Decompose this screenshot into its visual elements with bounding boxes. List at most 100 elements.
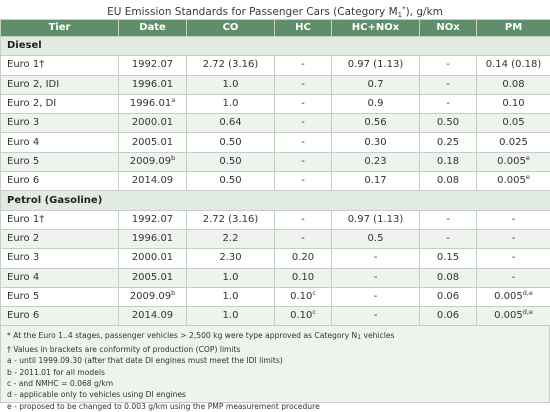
hc-nox-cell-value: 0.97 (1.13) [348,59,404,70]
hc-nox-cell: 0.97 (1.13) [332,210,420,229]
footnote-e: e - proposed to be changed to 0.003 g/km… [7,401,543,412]
date-cell-value: 1996.01 [132,79,173,90]
nox-cell-value: - [446,233,450,244]
hc-nox-cell: - [332,268,420,287]
tier-cell: Euro 2, IDI [1,75,119,94]
co-cell-value: 0.50 [219,156,241,167]
co-cell: 1.0 [187,268,275,287]
hc-cell-value: - [301,79,305,90]
emission-table: Tier Date CO HC HC+NOx NOx PM Diesel Euro… [0,19,550,326]
date-cell: 2005.01 [119,133,187,152]
hc-cell-value: - [301,214,305,225]
hc-cell-value: - [301,156,305,167]
hc-nox-cell-value: 0.9 [368,98,384,109]
date-cell-value: 2005.01 [132,272,173,283]
header-row: Tier Date CO HC HC+NOx NOx PM [1,20,550,37]
hc-nox-cell: - [332,287,420,306]
date-cell-value: 1996.01 [130,98,171,109]
date-cell-footnote-mark: b [171,154,175,162]
hc-nox-cell-value: - [374,291,378,302]
title-prefix: EU Emission Standards for Passenger Cars… [107,6,398,18]
emission-standards-panel: EU Emission Standards for Passenger Cars… [0,0,550,401]
title-suffix: ), g/km [406,6,443,18]
hc-cell-footnote-mark: c [312,289,316,297]
pm-cell-value: 0.025 [499,137,528,148]
nox-cell-value: - [446,79,450,90]
date-cell-value: 2009.09 [130,291,171,302]
column-header-hc: HC [275,20,332,37]
tier-cell: Euro 2, DI [1,94,119,113]
pm-cell: 0.005d,e [477,287,550,306]
footnote-c: c - and NMHC = 0.068 g/km [7,378,543,389]
co-cell: 0.50 [187,172,275,191]
co-cell-value: 1.0 [223,98,239,109]
pm-cell: - [477,210,550,229]
hc-cell-value: - [301,137,305,148]
nox-cell-value: 0.06 [437,291,459,302]
pm-cell-footnote-mark: e [526,154,530,162]
nox-cell: - [420,94,477,113]
section-heading: Petrol (Gasoline) [1,191,550,210]
hc-nox-cell: 0.23 [332,152,420,171]
pm-cell: 0.10 [477,94,550,113]
tier-cell-value: Euro 6 [7,175,39,186]
pm-cell: 0.005d,e [477,307,550,326]
date-cell-footnote-mark: b [171,289,175,297]
hc-cell: - [275,114,332,133]
hc-nox-cell: 0.5 [332,229,420,248]
section-heading: Diesel [1,37,550,56]
hc-cell: - [275,75,332,94]
footnote-d: d - applicable only to vehicles using DI… [7,389,543,400]
co-cell: 0.50 [187,133,275,152]
pm-cell-footnote-mark: d,e [523,308,533,316]
nox-cell: - [420,75,477,94]
pm-cell-value: 0.005 [494,310,523,321]
footnote-star-suffix: vehicles [361,331,394,340]
date-cell-value: 1992.07 [132,214,173,225]
hc-nox-cell-value: - [374,272,378,283]
nox-cell-value: - [446,59,450,70]
column-header-nox: NOx [420,20,477,37]
date-cell: 2000.01 [119,249,187,268]
pm-cell-footnote-mark: e [526,173,530,181]
co-cell: 1.0 [187,94,275,113]
pm-cell: - [477,268,550,287]
tier-cell: Euro 3 [1,249,119,268]
co-cell: 2.30 [187,249,275,268]
date-cell: 1992.07 [119,56,187,75]
hc-cell: 0.10 [275,268,332,287]
tier-cell-value: Euro 5 [7,156,39,167]
nox-cell-value: 0.25 [437,137,459,148]
hc-nox-cell: 0.7 [332,75,420,94]
nox-cell: 0.06 [420,287,477,306]
tier-cell-value: Euro 1† [7,59,44,70]
nox-cell: - [420,56,477,75]
date-cell-value: 2014.09 [132,175,173,186]
hc-cell: 0.20 [275,249,332,268]
pm-cell-value: 0.005 [497,156,526,167]
nox-cell: - [420,229,477,248]
pm-cell-value: 0.10 [502,98,524,109]
hc-cell: - [275,172,332,191]
tier-cell: Euro 6 [1,307,119,326]
pm-cell: 0.005e [477,172,550,191]
column-header-pm: PM [477,20,550,37]
footnote-star-text: * At the Euro 1..4 stages, passenger veh… [7,331,357,340]
pm-cell: 0.05 [477,114,550,133]
hc-nox-cell-value: - [374,252,378,263]
nox-cell: 0.06 [420,307,477,326]
date-cell-value: 2005.01 [132,137,173,148]
hc-nox-cell-value: 0.7 [368,79,384,90]
tier-cell-value: Euro 6 [7,310,39,321]
co-cell-value: 0.64 [219,117,241,128]
hc-cell-value: 0.10 [290,291,312,302]
tier-cell: Euro 4 [1,133,119,152]
tier-cell-value: Euro 4 [7,137,39,148]
column-header-tier: Tier [1,20,119,37]
co-cell: 2.72 (3.16) [187,210,275,229]
